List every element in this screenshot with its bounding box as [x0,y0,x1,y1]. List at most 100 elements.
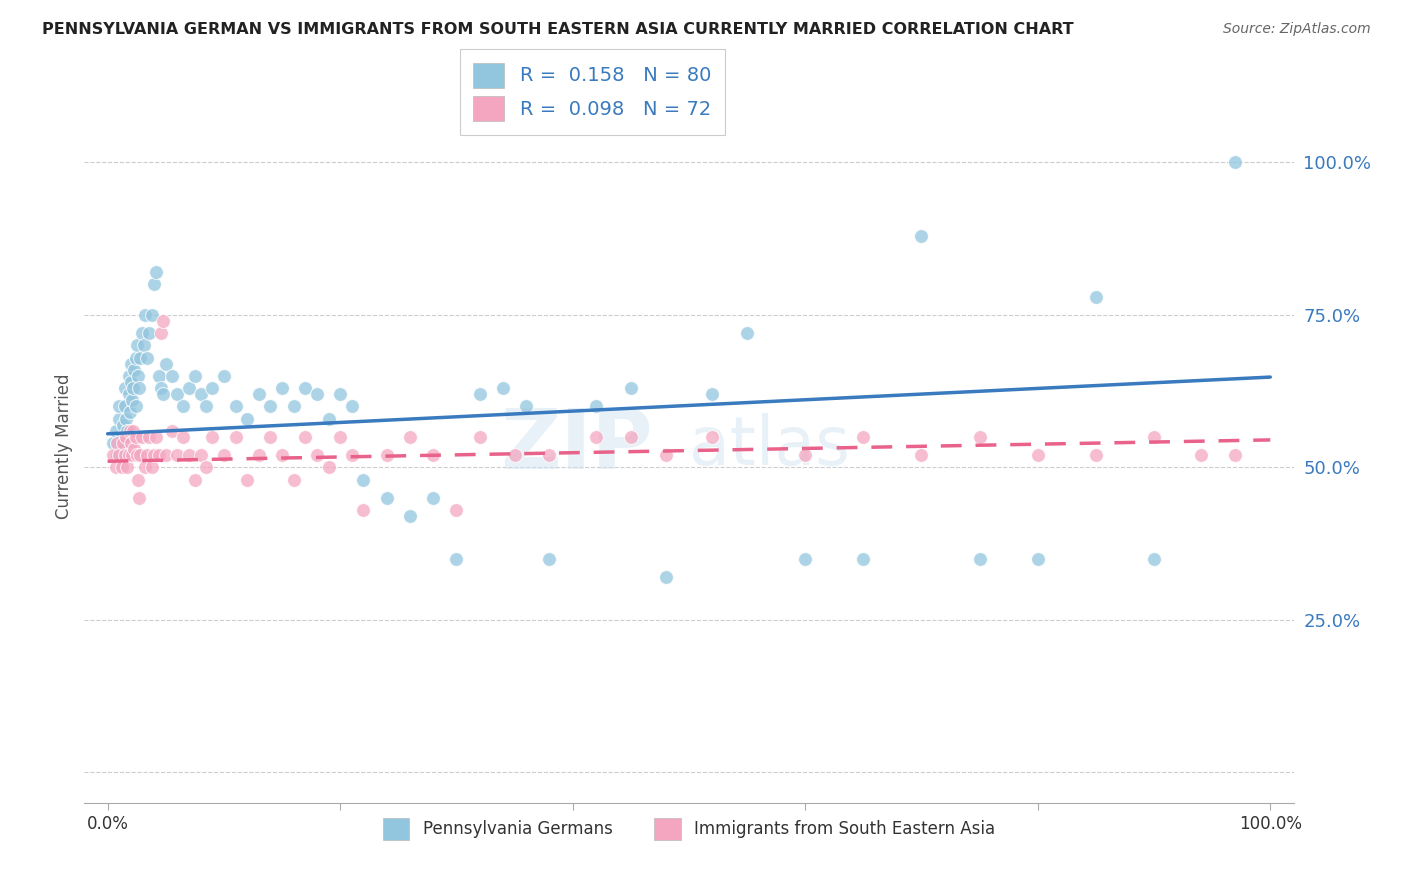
Point [422,448,444,462]
Point [969,430,991,444]
Point [143,448,166,462]
Point [166,387,188,401]
Point [132,338,155,352]
Point [620,430,643,444]
Point [910,448,932,462]
Point [117,460,139,475]
Text: Source: ZipAtlas.com: Source: ZipAtlas.com [1223,22,1371,37]
Point [620,381,643,395]
Point [114,448,136,462]
Point [184,473,207,487]
Point [1225,448,1247,462]
Point [259,430,281,444]
Point [103,436,125,450]
Point [1143,430,1166,444]
Point [125,338,148,352]
Y-axis label: Currently Married: Currently Married [55,373,73,519]
Point [110,430,132,444]
Point [128,381,150,395]
Point [125,448,148,462]
Point [129,351,152,365]
Point [120,375,142,389]
Point [492,381,515,395]
Point [124,351,146,365]
Point [104,424,127,438]
Point [271,381,294,395]
Point [141,308,163,322]
Point [212,448,235,462]
Point [271,448,294,462]
Point [212,368,235,383]
Point [118,405,141,419]
Point [114,400,136,414]
Point [969,551,991,566]
Point [115,430,138,444]
Point [150,381,173,395]
Point [503,448,526,462]
Point [585,430,607,444]
Point [654,570,676,584]
Text: ZIP: ZIP [501,406,652,486]
Point [329,387,352,401]
Point [852,551,875,566]
Point [117,424,139,438]
Point [399,430,422,444]
Point [259,400,281,414]
Text: PENNSYLVANIA GERMAN VS IMMIGRANTS FROM SOUTH EASTERN ASIA CURRENTLY MARRIED CORR: PENNSYLVANIA GERMAN VS IMMIGRANTS FROM S… [42,22,1074,37]
Point [399,509,422,524]
Point [131,326,153,341]
Point [294,430,316,444]
Point [150,326,173,341]
Point [111,417,134,432]
Point [155,357,177,371]
Point [152,387,174,401]
Point [468,387,491,401]
Point [124,442,146,456]
Point [468,430,491,444]
Point [225,400,247,414]
Point [1143,551,1166,566]
Point [702,387,724,401]
Point [152,314,174,328]
Point [247,387,270,401]
Point [538,551,561,566]
Point [1084,448,1107,462]
Point [166,448,188,462]
Point [190,448,212,462]
Point [124,400,146,414]
Point [121,393,143,408]
Point [124,363,146,377]
Point [136,351,159,365]
Point [115,411,138,425]
Text: atlas: atlas [689,413,849,479]
Point [794,448,817,462]
Point [422,491,444,505]
Point [794,551,817,566]
Point [201,381,224,395]
Point [122,424,145,438]
Point [375,448,398,462]
Point [145,430,167,444]
Point [702,430,724,444]
Point [247,448,270,462]
Point [138,430,160,444]
Point [340,400,363,414]
Point [148,368,170,383]
Point [160,424,183,438]
Point [108,400,131,414]
Point [120,357,142,371]
Point [114,381,136,395]
Point [155,448,177,462]
Point [129,448,152,462]
Point [117,368,139,383]
Point [236,411,259,425]
Point [136,448,159,462]
Point [283,400,305,414]
Point [515,400,537,414]
Point [735,326,758,341]
Point [172,400,194,414]
Point [117,387,139,401]
Point [177,381,200,395]
Point [184,368,207,383]
Point [195,400,218,414]
